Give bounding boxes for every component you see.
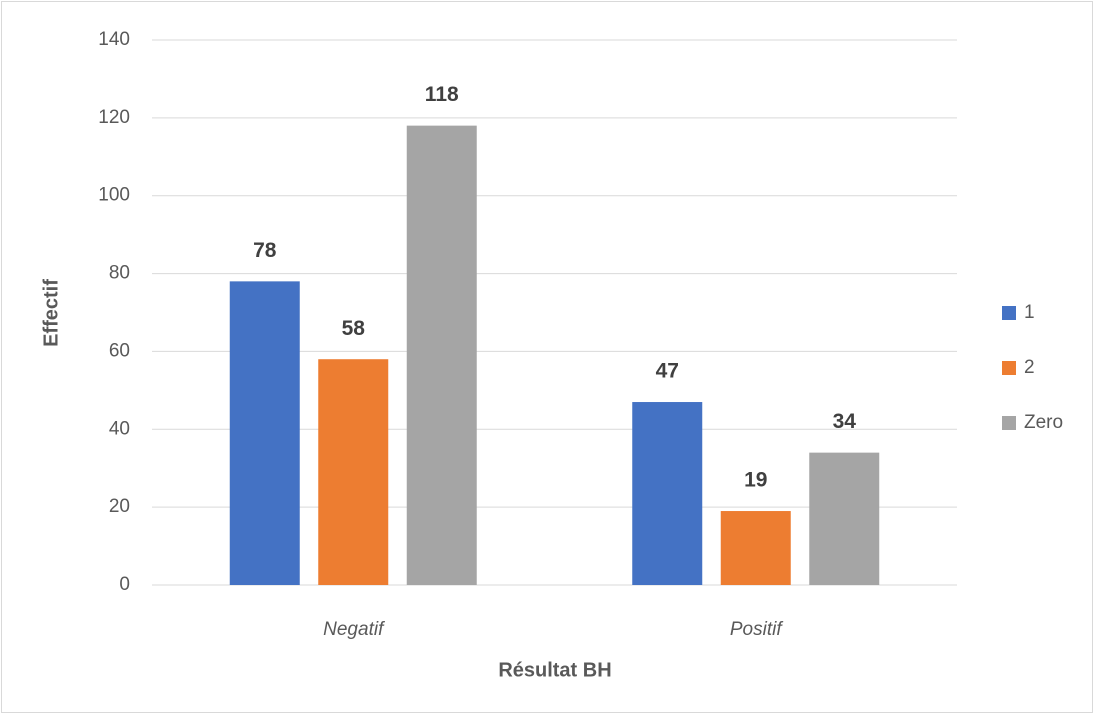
y-tick-label: 40 bbox=[109, 418, 130, 439]
data-label: 58 bbox=[342, 317, 366, 340]
y-tick-label: 60 bbox=[109, 340, 130, 361]
legend-swatch bbox=[1002, 306, 1016, 320]
y-tick-label: 100 bbox=[98, 185, 130, 206]
bar bbox=[406, 125, 477, 586]
y-axis-title: Effectif bbox=[40, 279, 62, 347]
data-label: 78 bbox=[253, 239, 277, 262]
legend-label: 1 bbox=[1024, 302, 1035, 323]
bar bbox=[632, 402, 703, 585]
legend-swatch bbox=[1002, 416, 1016, 430]
x-axis-title: Résultat BH bbox=[498, 659, 611, 681]
y-tick-label: 120 bbox=[98, 107, 130, 128]
y-tick-label: 80 bbox=[109, 263, 130, 284]
x-tick-label: Negatif bbox=[323, 619, 385, 640]
data-label: 19 bbox=[744, 469, 767, 492]
bar bbox=[318, 359, 389, 585]
bar bbox=[229, 281, 300, 585]
bar bbox=[720, 511, 791, 585]
data-label: 34 bbox=[833, 410, 857, 433]
bar bbox=[809, 452, 880, 585]
x-tick-label: Positif bbox=[730, 619, 783, 640]
legend-label: Zero bbox=[1024, 412, 1063, 433]
legend-label: 2 bbox=[1024, 357, 1035, 378]
y-tick-label: 0 bbox=[119, 574, 130, 595]
y-tick-label: 140 bbox=[98, 29, 130, 50]
legend-swatch bbox=[1002, 361, 1016, 375]
y-tick-label: 20 bbox=[109, 496, 130, 517]
data-label: 118 bbox=[425, 83, 459, 106]
data-label: 47 bbox=[656, 360, 679, 383]
